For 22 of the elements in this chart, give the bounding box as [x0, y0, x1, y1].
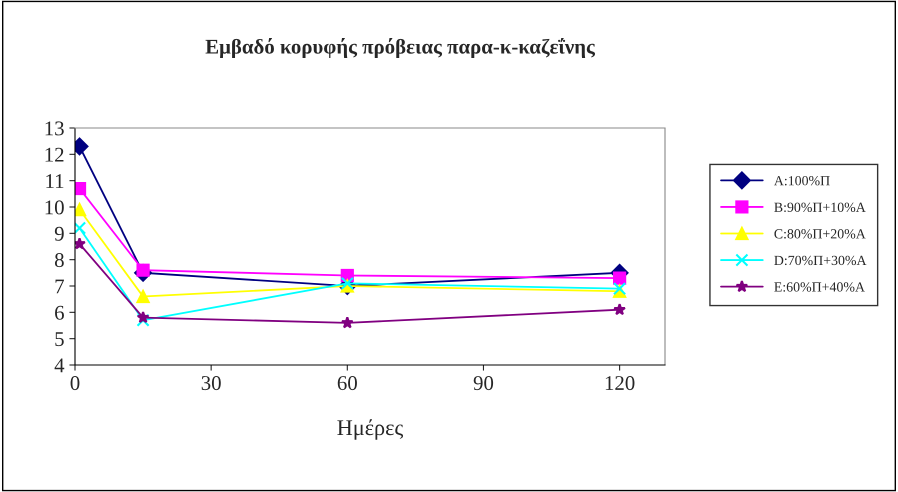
- y-tick-label: 12: [46, 148, 64, 162]
- legend-label: B:90%Π+10%A: [774, 202, 866, 212]
- legend-label: E:60%Π+40%A: [774, 282, 865, 292]
- legend-label: D:70%Π+30%A: [774, 256, 866, 266]
- y-tick-label: 13: [46, 121, 64, 136]
- legend-label: C:80%Π+20%A: [774, 229, 866, 239]
- y-tick-label: 9: [54, 226, 64, 241]
- x-tick-label: 30: [202, 376, 221, 390]
- x-tick-label: 90: [474, 376, 494, 390]
- x-tick-label: 120: [606, 376, 634, 390]
- x-tick-label: 0: [70, 376, 80, 390]
- y-tick-label: 8: [54, 253, 64, 268]
- legend-label: A:100%Π: [774, 176, 830, 186]
- y-tick-label: 7: [56, 280, 64, 294]
- chart-title: Εμβαδό κορυφής πρόβειας παρα-κ-καζεΐνης: [206, 38, 596, 58]
- x-tick-label: 60: [338, 376, 357, 390]
- y-tick-label: 11: [46, 174, 64, 188]
- x-axis-title: Ημέρες: [337, 419, 404, 440]
- y-tick-label: 10: [46, 200, 64, 214]
- y-tick-label: 4: [54, 358, 64, 372]
- y-tick-label: 6: [55, 306, 64, 320]
- y-tick-label: 5: [55, 332, 64, 346]
